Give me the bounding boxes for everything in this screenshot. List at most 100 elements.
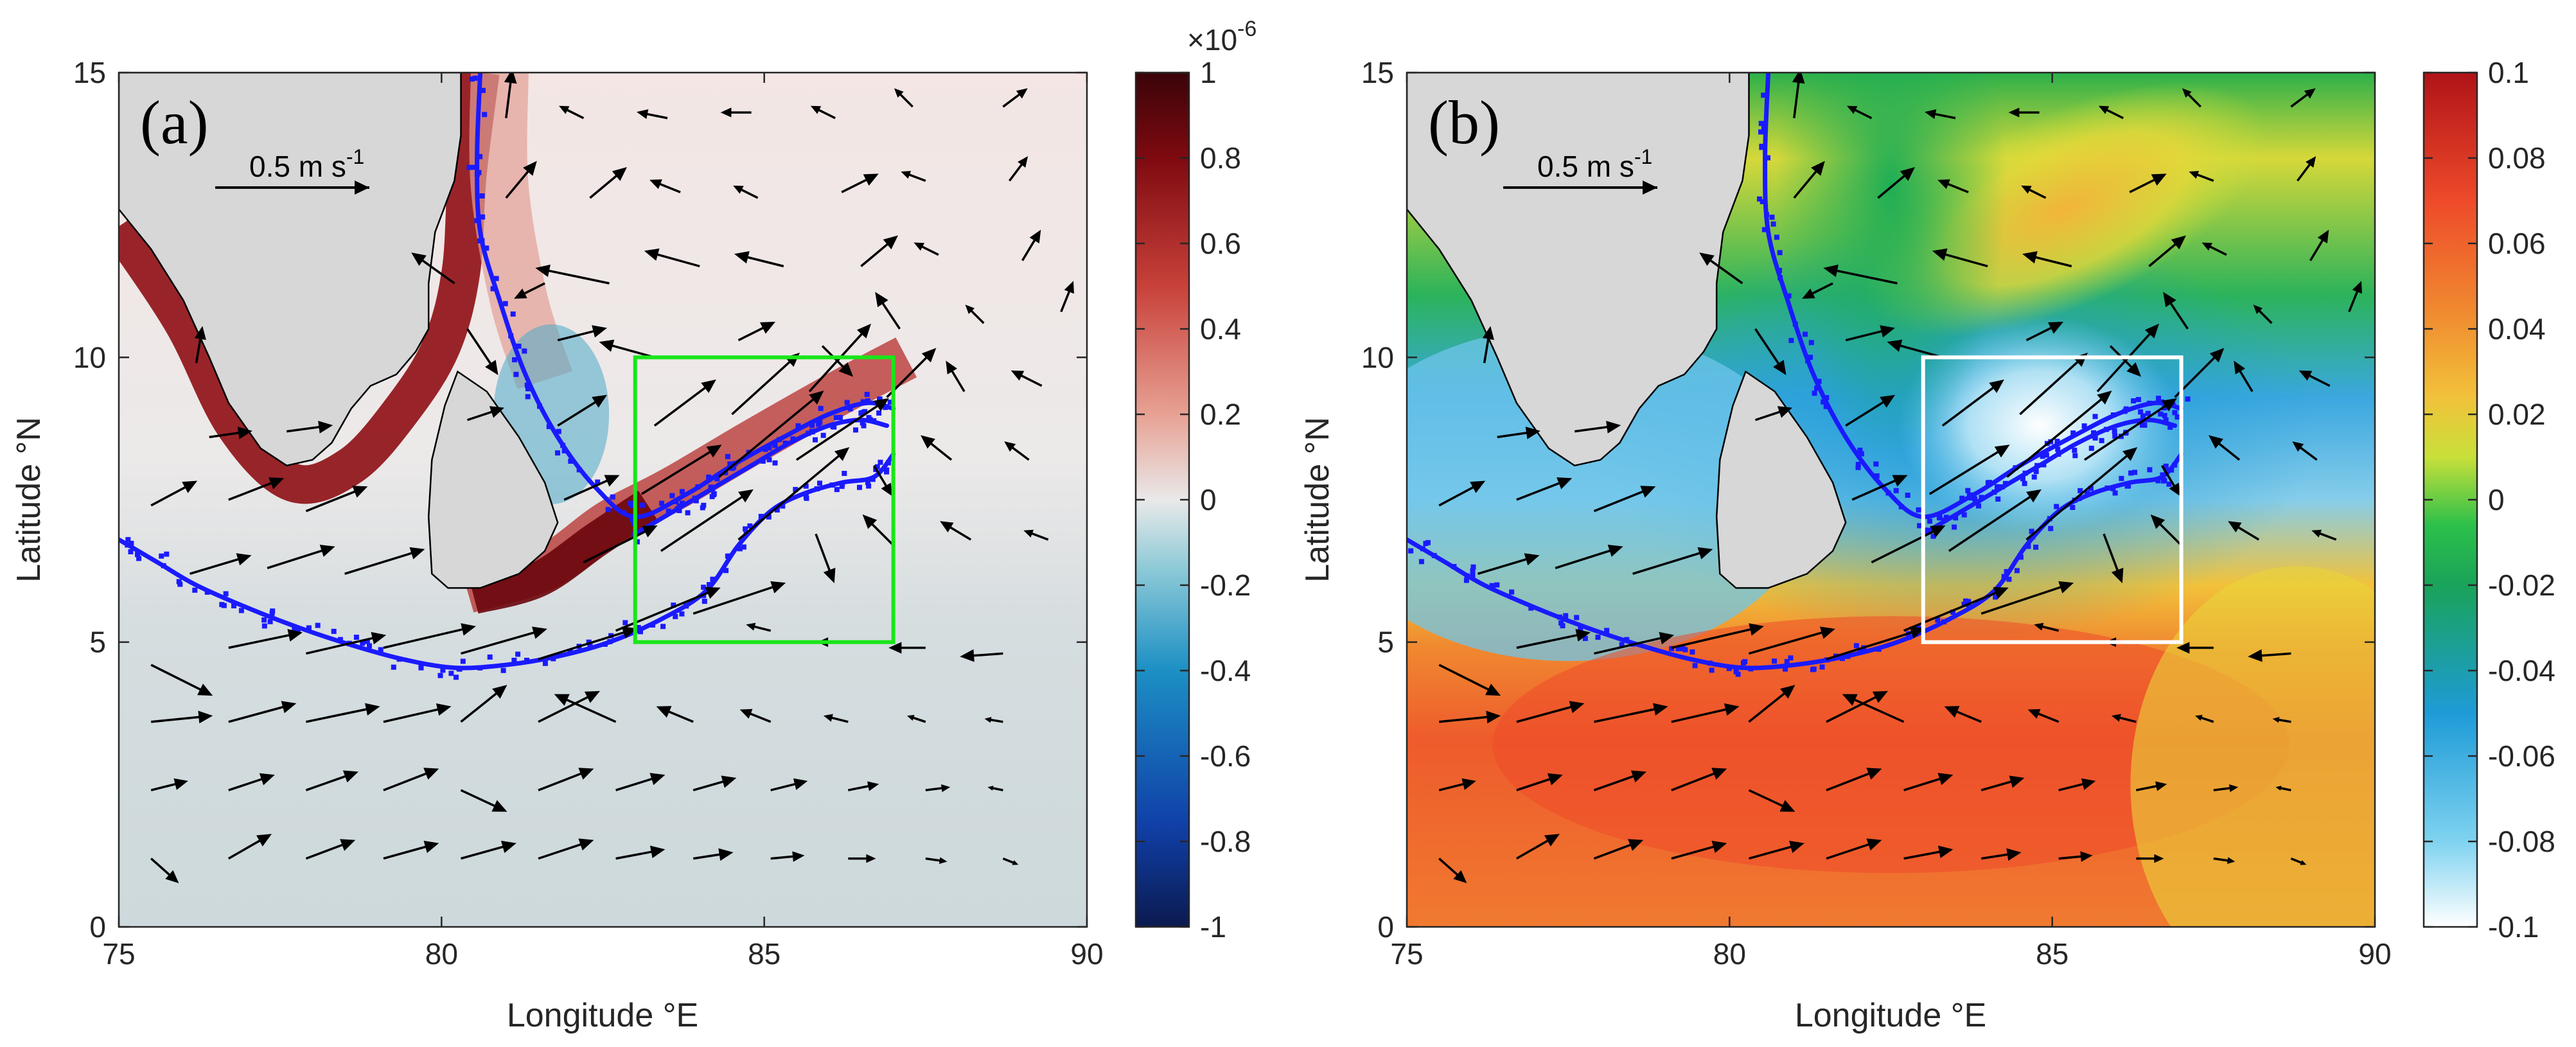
contour-point <box>679 611 685 617</box>
velocity-vector <box>383 703 452 723</box>
contour-point <box>1885 490 1891 496</box>
velocity-vector <box>733 185 759 199</box>
velocity-vector <box>1903 845 1954 860</box>
velocity-vector <box>2103 533 2124 583</box>
velocity-vector <box>1516 773 1563 791</box>
contour-point <box>1777 250 1783 256</box>
contour-point <box>1816 378 1822 384</box>
contour-point <box>1805 358 1811 364</box>
colorbar-tick-label: -0.4 <box>1200 654 1251 687</box>
contour-point <box>1950 610 1956 615</box>
contour-point <box>1994 484 2000 489</box>
contour-point <box>1857 447 1863 453</box>
contour-point <box>469 76 475 82</box>
velocity-vector <box>1516 701 1585 723</box>
contour-point <box>766 514 772 520</box>
velocity-vector <box>151 710 213 724</box>
western-negative-domain <box>1407 327 1813 662</box>
contour-point <box>747 523 753 529</box>
contour-point <box>176 579 182 585</box>
contour-point <box>1993 594 1998 600</box>
panel-b-sri-lanka-landmass <box>1715 370 1847 589</box>
contour-point <box>847 406 853 412</box>
contour-point <box>1604 628 1610 633</box>
contour-point <box>477 665 483 671</box>
velocity-vector <box>411 252 455 285</box>
contour-point <box>128 540 134 546</box>
contour-point <box>2092 414 2098 419</box>
contour-point <box>701 599 707 604</box>
contour-point <box>679 500 685 506</box>
contour-point <box>1682 647 1688 653</box>
velocity-vector <box>1632 547 1713 575</box>
velocity-vector <box>2213 784 2239 793</box>
contour-point <box>727 461 733 467</box>
velocity-vector <box>538 691 600 723</box>
velocity-vector <box>466 406 505 421</box>
colorbar-tick-label: 0.4 <box>1200 312 1241 346</box>
contour-point <box>525 386 531 392</box>
contour-point <box>292 626 297 631</box>
contour-point <box>1563 613 1569 619</box>
contour-point <box>860 399 866 405</box>
velocity-vector <box>228 701 297 723</box>
colorbar-tick-label: -0.8 <box>1200 825 1251 858</box>
y-tick-label: 5 <box>1377 626 1394 659</box>
contour-point <box>1558 620 1564 626</box>
contour-point <box>474 218 480 224</box>
contour-point <box>2135 397 2141 402</box>
contour-point <box>1669 646 1675 651</box>
velocity-vector <box>344 547 425 575</box>
contour-point <box>125 542 130 548</box>
contour-point <box>2166 481 2172 487</box>
northern-green-band <box>1775 73 2007 457</box>
contour-point <box>2163 463 2169 469</box>
contour-point <box>1965 488 1971 493</box>
contour-point <box>1811 666 1817 672</box>
velocity-vector <box>875 292 901 330</box>
velocity-vector <box>2083 398 2177 461</box>
velocity-vector <box>228 629 303 649</box>
contour-point <box>860 420 865 426</box>
panel-a-colorbar-exponent: ×10 <box>1187 23 1237 57</box>
contour-point <box>555 450 560 456</box>
contour-point <box>1764 212 1769 218</box>
velocity-vector <box>737 447 850 541</box>
contour-point <box>865 398 870 404</box>
contour-point <box>2162 405 2167 410</box>
velocity-vector <box>907 715 926 723</box>
contour-point <box>1758 129 1763 135</box>
contour-point <box>710 576 716 582</box>
contour-point <box>1942 517 1948 523</box>
velocity-vector <box>2021 185 2047 199</box>
velocity-vector <box>2006 391 2112 478</box>
velocity-vector <box>466 328 498 375</box>
contour-point <box>391 664 396 670</box>
velocity-vector <box>2129 173 2167 193</box>
contour-point <box>659 500 664 506</box>
contour-point <box>830 424 836 430</box>
contour-point <box>866 415 872 421</box>
contour-point <box>2162 477 2167 483</box>
velocity-vector <box>1792 73 1805 119</box>
velocity-vector <box>746 622 772 632</box>
panel-b-region-box <box>1921 355 2183 644</box>
contour-point <box>2014 568 2020 574</box>
contour-point <box>706 474 712 480</box>
velocity-vector <box>1438 480 1486 507</box>
contour-point <box>874 464 880 470</box>
velocity-vector <box>894 88 913 108</box>
contour-point <box>1991 489 1997 495</box>
velocity-vector <box>1023 529 1049 541</box>
velocity-vector <box>1671 623 1764 649</box>
contour-point <box>1735 671 1741 677</box>
contour-point <box>567 649 573 655</box>
contour-point <box>479 193 485 198</box>
velocity-vector <box>150 664 213 696</box>
contour-point <box>315 622 321 628</box>
contour-point <box>2022 480 2027 486</box>
contour-point <box>2112 428 2117 434</box>
contour-point <box>2033 469 2039 474</box>
contour-point <box>1971 492 1977 498</box>
colorbar-tick-label: 0.08 <box>2488 141 2546 175</box>
